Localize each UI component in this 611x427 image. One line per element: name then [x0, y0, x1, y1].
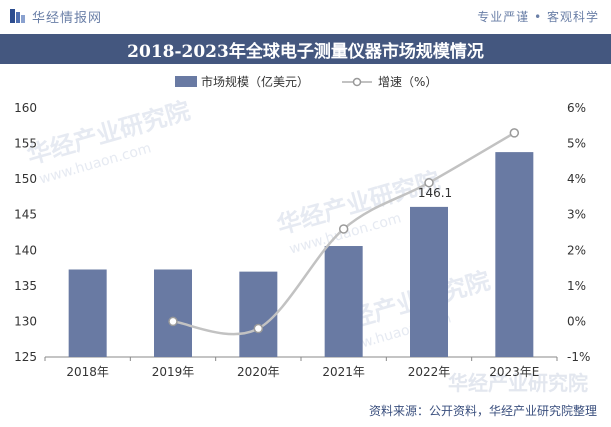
- brand-name: 华经情报网: [32, 10, 103, 26]
- y-left-tick-label: 150: [14, 172, 37, 186]
- growth-point: [253, 323, 264, 334]
- y-left-tick-label: 130: [14, 314, 37, 328]
- y-left-tick-label: 155: [14, 137, 37, 151]
- y-right-tick-label: 0%: [567, 314, 586, 328]
- x-tick-label: 2021年: [322, 365, 365, 379]
- y-right-tick-label: 4%: [567, 172, 586, 186]
- y-right-tick-label: 6%: [567, 101, 586, 115]
- brand-logo-icon: [10, 9, 25, 23]
- bar: [154, 269, 192, 357]
- growth-point: [338, 224, 349, 234]
- growth-point: [168, 316, 178, 327]
- y-right-tick-label: -1%: [567, 350, 590, 364]
- growth-point: [424, 177, 434, 188]
- watermark-corner: 华经产业研究院: [448, 371, 588, 395]
- bar: [324, 246, 363, 357]
- x-tick-label: 2023年E: [489, 365, 539, 379]
- y-left-tick-label: 125: [14, 350, 37, 364]
- bar: [239, 271, 278, 357]
- growth-point: [509, 128, 520, 138]
- top-bar: 华经情报网 专业严谨 • 客观科学: [0, 0, 611, 32]
- y-right-tick-label: 1%: [567, 279, 586, 293]
- legend-label-line: 增速（%）: [378, 75, 437, 89]
- legend-swatch-bar: [175, 76, 197, 87]
- y-left-tick-label: 145: [14, 208, 37, 222]
- y-right-tick-label: 2%: [567, 243, 586, 257]
- x-tick-label: 2020年: [237, 365, 280, 379]
- bar: [410, 206, 448, 357]
- y-left-tick-label: 140: [14, 243, 37, 257]
- legend-marker-line: [352, 77, 362, 87]
- data-label: 146.1: [418, 186, 452, 200]
- chart-title: 2018-2023年全球电子测量仪器市场规模情况: [0, 34, 611, 64]
- chart-area: 华经产业研究院www.huaon.com华经产业研究院www.huaon.com…: [14, 74, 590, 395]
- tagline: 专业严谨 • 客观科学: [477, 9, 599, 24]
- bar: [68, 269, 107, 357]
- bar: [495, 152, 534, 357]
- x-tick-label: 2019年: [152, 365, 195, 379]
- y-right-tick-label: 5%: [567, 137, 586, 151]
- x-tick-label: 2022年: [408, 365, 451, 379]
- x-tick-label: 2018年: [66, 365, 109, 379]
- legend-label-bar: 市场规模（亿美元）: [201, 74, 309, 89]
- y-left-tick-label: 135: [14, 279, 37, 293]
- y-right-tick-label: 3%: [567, 208, 586, 222]
- brand: 华经情报网: [10, 7, 102, 26]
- y-left-tick-label: 160: [14, 101, 37, 115]
- source-note: 资料来源：公开资料，华经产业研究院整理: [368, 404, 597, 418]
